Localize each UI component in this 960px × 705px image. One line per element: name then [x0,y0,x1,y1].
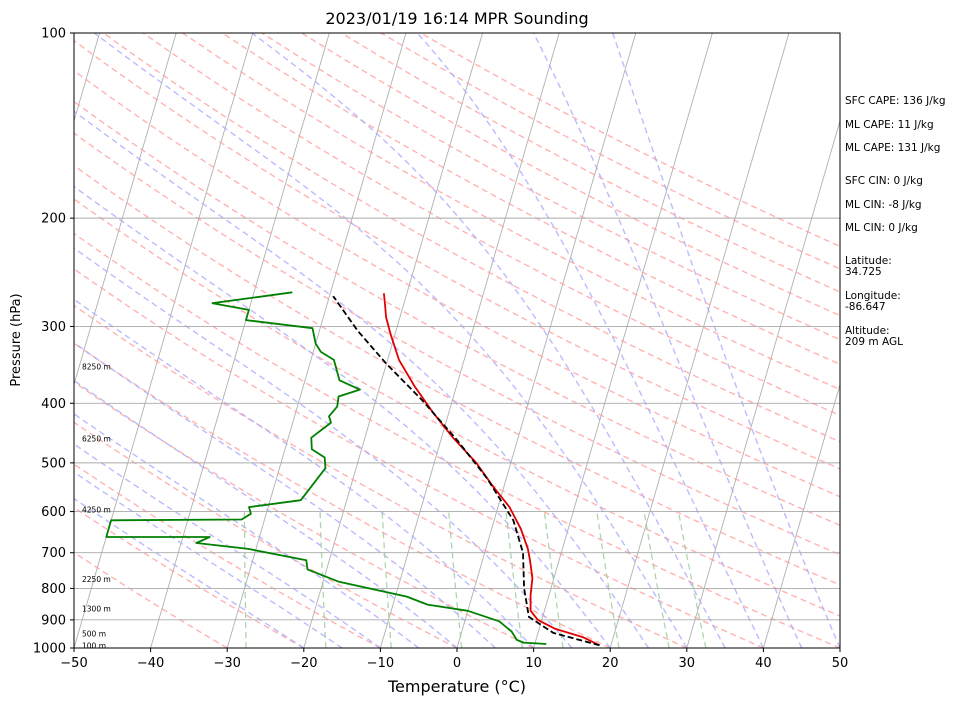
mixing-ratio-line [643,511,670,648]
y-tick-label: 900 [41,613,66,628]
height-label: 500 m [82,629,106,638]
y-tick-label: 500 [41,456,66,471]
moist-adiabat-line [74,497,305,648]
height-label: 4250 m [82,506,111,515]
dry-adiabat-line [142,33,840,417]
y-tick-label: 200 [41,212,66,227]
side-panel-sfc-cape: SFC CAPE: 136 J/kg [845,95,946,107]
moist-adiabat-line [74,110,650,648]
x-tick-label: 50 [832,656,849,671]
dewpoint-line [105,291,547,645]
side-panel: SFC CAPE: 136 J/kg ML CAPE: 11 J/kg ML CAP… [845,95,946,348]
x-tick-label: 0 [453,656,461,671]
mixing-ratio-line [505,511,524,648]
moist-adiabat-line [74,298,535,648]
height-label: 100 m [82,642,106,651]
x-tick-label: −40 [137,656,164,671]
isotherm-line [609,33,790,648]
moist-adiabat-line [251,33,726,648]
reference-lines [74,33,840,648]
y-tick-label: 600 [41,505,66,520]
side-panel-sfc-cin: SFC CIN: 0 J/kg [845,175,923,187]
isotherm-line [150,33,330,648]
height-labels: 8250 m 6250 m 4250 m 2250 m 1300 m 500 m 100 m [82,363,111,651]
dry-adiabat-line [74,551,228,648]
isotherm-line [686,119,840,648]
dry-adiabat-line [74,342,611,648]
moist-adiabat-line [74,379,458,648]
parcel-line [332,295,600,647]
dry-adiabat-line [74,232,840,648]
height-label: 1300 m [82,604,111,613]
x-tick-label: −50 [60,656,87,671]
temperature-line [383,293,600,647]
x-tick-label: 30 [679,656,696,671]
y-tick-label: 800 [41,582,66,597]
y-tick-label: 1000 [33,642,66,657]
chart-title: 2023/01/19 16:14 MPR Sounding [325,9,588,28]
dry-adiabat-line [74,304,688,648]
x-tick-label: −30 [213,656,240,671]
isotherm-line [74,33,254,648]
y-tick-label: 400 [41,397,66,412]
height-label: 6250 m [82,434,111,443]
x-tick-label: 20 [602,656,619,671]
dry-adiabat-line [182,33,840,391]
y-tick-label: 100 [41,27,66,42]
y-tick-label: 300 [41,320,66,335]
dry-adiabat-line [74,164,840,586]
dry-adiabat-line [102,33,840,443]
moist-adiabat-line [74,342,496,648]
y-axis: 100 200 300 400 500 600 700 800 900 1000 [33,27,74,657]
dry-adiabat-line [74,39,840,470]
moist-adiabat-line [93,33,688,648]
dry-adiabat-line [74,69,840,498]
dry-adiabat-line [221,33,840,366]
dry-adiabat-line [74,463,381,648]
moist-adiabat-line [612,33,840,648]
side-panel-ml-cin-1: ML CIN: -8 J/kg [845,199,922,211]
dry-adiabat-line [74,421,458,648]
moist-adiabat-line [74,471,343,648]
x-tick-label: 10 [525,656,542,671]
height-label: 8250 m [82,363,111,372]
dry-adiabat-line [341,33,840,293]
y-tick-label: 700 [41,546,66,561]
x-axis-label: Temperature (°C) [387,677,526,696]
x-tick-label: −20 [290,656,317,671]
side-panel-altitude: Altitude: 209 m AGL [845,325,903,348]
moist-adiabat-line [74,185,611,648]
moist-adiabat-line [532,33,803,648]
x-tick-label: −10 [367,656,394,671]
isotherm-line [74,33,177,387]
side-panel-ml-cin-2: ML CIN: 0 J/kg [845,222,918,234]
mixing-ratio-line [677,511,707,648]
dry-adiabat-line [74,381,534,648]
dry-adiabat-line [74,198,840,617]
side-panel-latitude: Latitude: 34.725 [845,255,892,278]
side-panel-longitude: Longitude: -86.647 [845,290,901,313]
side-panel-ml-cape-2: ML CAPE: 131 J/kg [845,142,940,154]
isotherm-line [379,33,560,648]
moist-adiabat-line [416,33,765,648]
dry-adiabat-line [74,132,840,556]
dry-adiabat-line [74,268,764,648]
x-tick-label: 40 [755,656,772,671]
height-label: 2250 m [82,575,111,584]
y-axis-label: Pressure (hPa) [9,293,24,386]
side-panel-ml-cape-1: ML CAPE: 11 J/kg [845,119,934,131]
sounding-series [105,291,600,647]
isotherm-line [226,33,407,648]
moist-adiabat-line [74,413,420,648]
dry-adiabat-line [74,100,840,527]
isotherm-line [456,33,637,648]
isotherm-line [762,382,840,648]
x-axis: −50 −40 −30 −20 −10 0 10 20 30 40 50 [60,648,848,671]
